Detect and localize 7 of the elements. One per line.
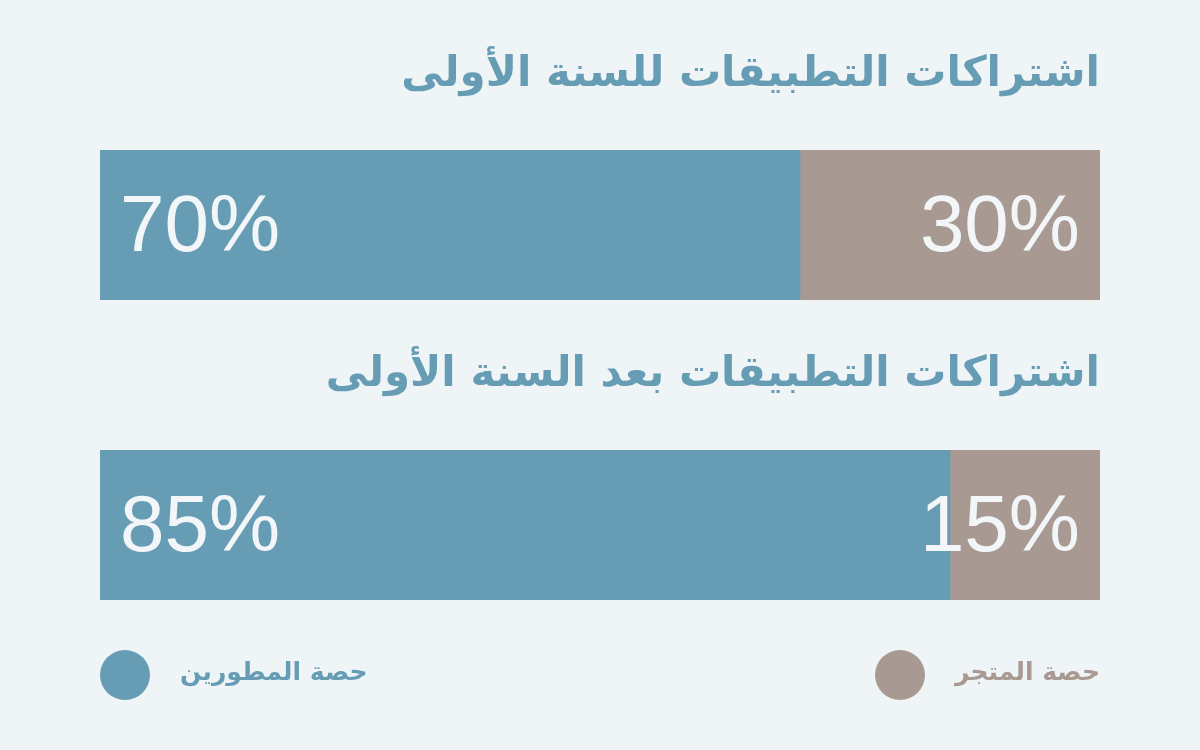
legend-label: حصة المطورين [180,656,368,687]
legend-label: حصة المتجر [952,656,1101,687]
data-label: 85% [120,479,281,569]
chart-title: اشتراكات التطبيقات بعد السنة الأولى [325,346,1100,398]
chart-title: اشتراكات التطبيقات للسنة الأولى [401,46,1100,98]
data-label: 30% [919,179,1080,269]
data-label: 70% [120,179,281,269]
